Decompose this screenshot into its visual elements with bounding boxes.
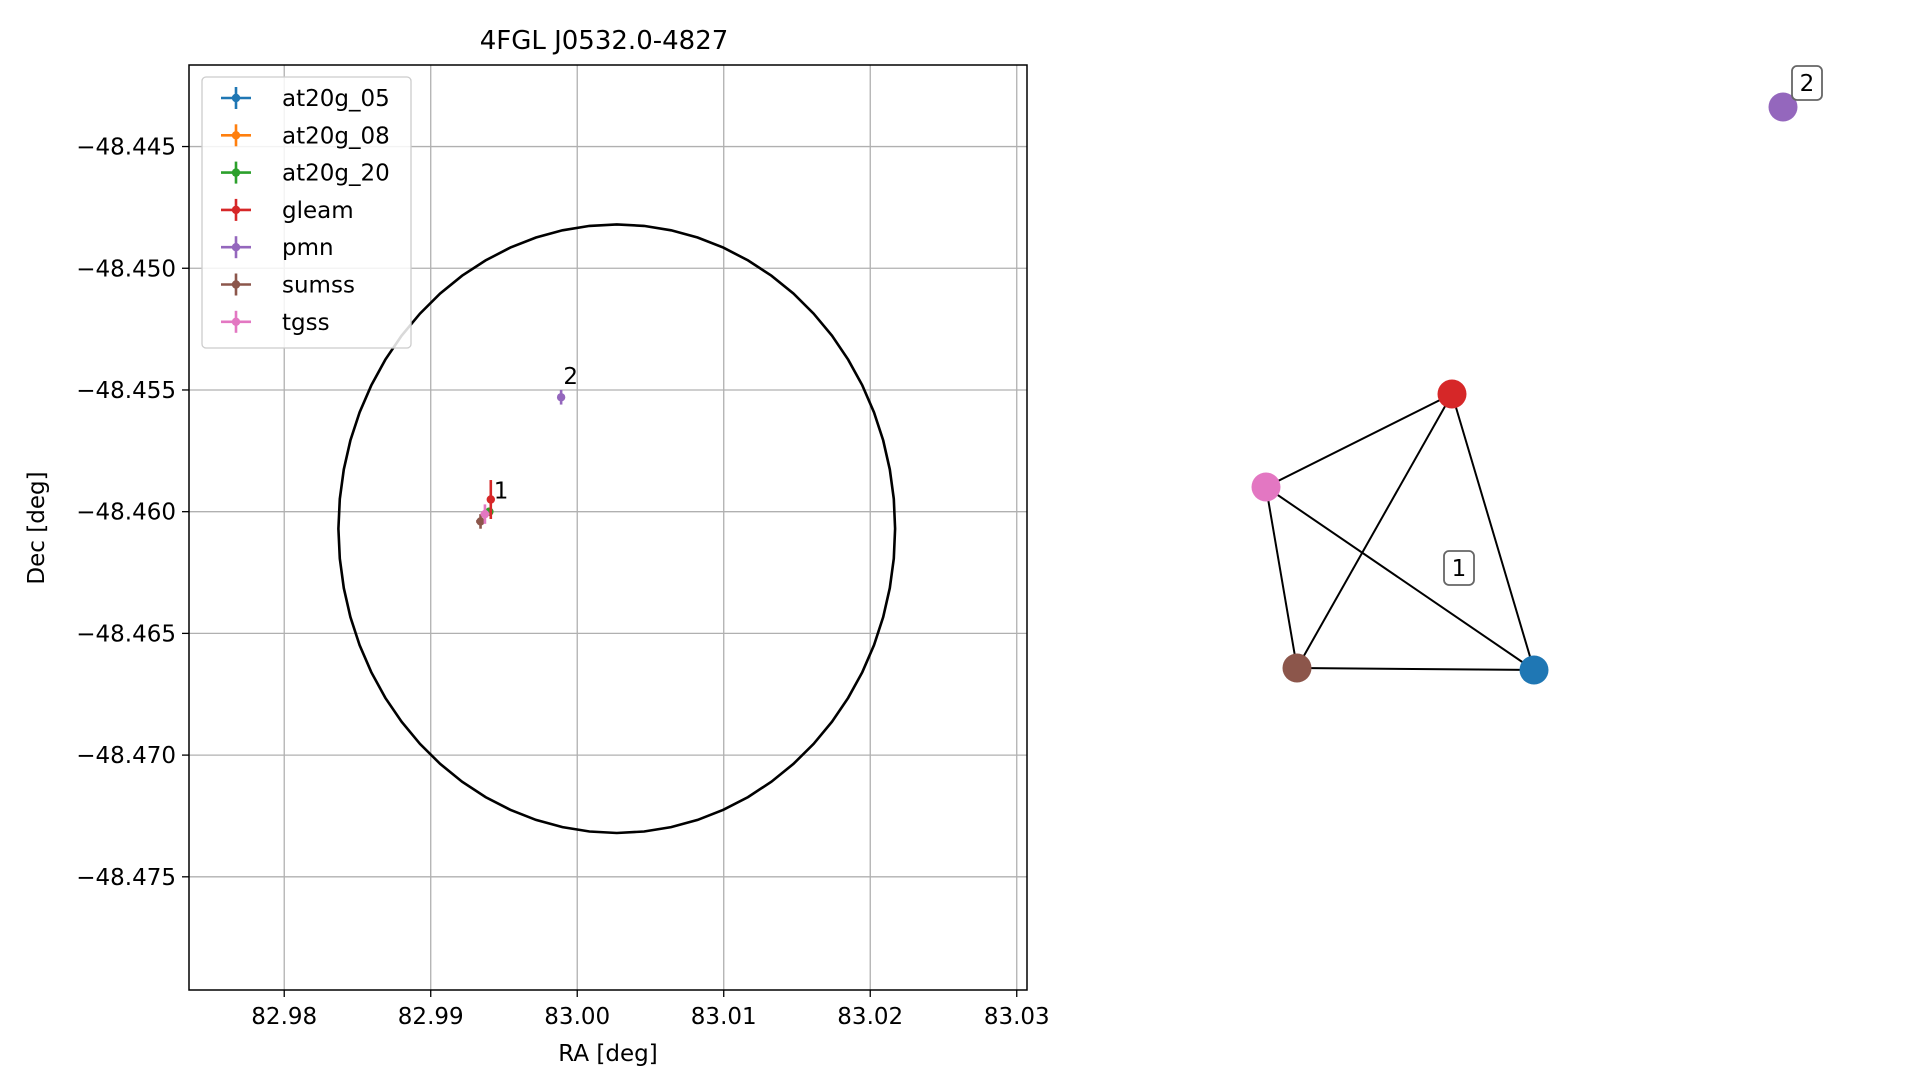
x-tick-label: 82.98 (251, 1004, 317, 1030)
legend-marker-at20g_05 (231, 93, 241, 103)
legend-marker-gleam (231, 205, 241, 215)
legend-label-at20g_08: at20g_08 (282, 123, 390, 149)
x-axis-ticks: 82.98 82.99 83.00 83.01 83.02 83.03 (251, 990, 1050, 1030)
network-node-pmn (1768, 92, 1798, 122)
crossmatch-network: 12 (1251, 65, 1823, 685)
plot-title: 4FGL J0532.0-4827 (480, 26, 729, 56)
group-label: 2 (1800, 71, 1815, 97)
legend-label-tgss: tgss (282, 310, 330, 336)
network-edge (1296, 393, 1453, 669)
y-axis-label: Dec [deg] (24, 471, 50, 584)
network-edges (1265, 393, 1535, 671)
grid (189, 65, 1027, 990)
annotations: 12 (494, 364, 578, 504)
legend-label-gleam: gleam (282, 198, 354, 224)
network-edge (1451, 393, 1535, 671)
data-points (476, 389, 566, 529)
legend-marker-at20g_08 (231, 131, 241, 140)
y-tick-label: −48.460 (76, 500, 176, 526)
data-point-gleam (486, 495, 495, 504)
annotation-label: 1 (494, 478, 509, 504)
legend-label-pmn: pmn (282, 235, 334, 261)
network-node-tgss (1251, 472, 1281, 502)
legend-label-at20g_20: at20g_20 (282, 161, 390, 187)
y-tick-label: −48.450 (76, 256, 176, 282)
astrometry-plot: 4FGL J0532.0-4827 82.98 82.99 83.00 83.01 83… (24, 26, 1050, 1067)
network-edge (1265, 486, 1298, 669)
network-edge (1265, 393, 1453, 488)
network-edge (1296, 667, 1535, 671)
legend-label-sumss: sumss (282, 273, 355, 299)
legend-label-at20g_05: at20g_05 (282, 86, 390, 112)
error-circle (337, 223, 897, 835)
plot-frame (188, 64, 1028, 991)
y-tick-label: −48.455 (76, 378, 176, 404)
legend-marker-tgss (231, 317, 241, 326)
x-tick-label: 83.00 (544, 1004, 610, 1030)
group-label-box (1791, 65, 1823, 101)
annotation-label: 2 (563, 364, 578, 390)
legend-marker-sumss (231, 280, 241, 289)
x-axis-label: RA [deg] (558, 1041, 657, 1067)
x-tick-label: 83.03 (984, 1004, 1050, 1030)
data-point-pmn (556, 393, 566, 402)
x-tick-label: 83.01 (691, 1004, 757, 1030)
y-axis-ticks: −48.445 −48.450 −48.455 −48.460 −48.465 −48.4… (76, 135, 189, 891)
network-nodes (1251, 92, 1798, 685)
network-group-labels: 12 (1443, 65, 1823, 586)
data-point-tgss (480, 509, 490, 519)
network-node-sumss (1282, 653, 1312, 683)
group-label: 1 (1452, 556, 1467, 582)
y-tick-label: −48.445 (76, 135, 176, 161)
network-edge (1265, 486, 1535, 671)
y-tick-label: −48.475 (76, 865, 176, 891)
legend-marker-at20g_20 (231, 168, 241, 177)
y-tick-label: −48.465 (76, 621, 176, 647)
x-tick-label: 83.02 (837, 1004, 903, 1030)
group-label-box (1443, 550, 1475, 586)
x-tick-label: 82.99 (398, 1004, 464, 1030)
network-node-at20g_05 (1519, 655, 1549, 685)
network-node-gleam (1437, 379, 1467, 409)
data-point-sumss (476, 517, 485, 526)
legend-box (201, 76, 412, 349)
y-tick-label: −48.470 (76, 743, 176, 769)
legend-marker-pmn (231, 243, 241, 252)
